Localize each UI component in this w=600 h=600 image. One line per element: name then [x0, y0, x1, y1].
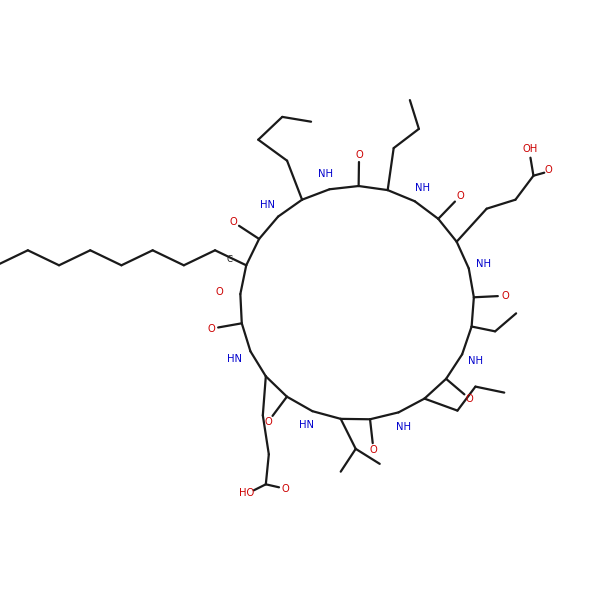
Text: NH: NH: [469, 356, 484, 366]
Text: O: O: [215, 287, 223, 298]
Text: HO: HO: [239, 488, 254, 499]
Text: C: C: [226, 255, 232, 264]
Text: O: O: [370, 445, 377, 455]
Text: NH: NH: [415, 183, 430, 193]
Text: HN: HN: [299, 420, 314, 430]
Text: O: O: [265, 416, 272, 427]
Text: O: O: [501, 291, 509, 301]
Text: O: O: [281, 484, 289, 494]
Text: NH: NH: [319, 169, 334, 179]
Text: NH: NH: [476, 259, 491, 269]
Text: O: O: [229, 217, 237, 227]
Text: HN: HN: [260, 200, 275, 211]
Text: O: O: [466, 394, 474, 404]
Text: HN: HN: [227, 353, 242, 364]
Text: O: O: [207, 324, 215, 334]
Text: O: O: [456, 191, 464, 202]
Text: O: O: [355, 150, 363, 160]
Text: NH: NH: [397, 422, 412, 431]
Text: OH: OH: [523, 143, 538, 154]
Text: O: O: [545, 164, 553, 175]
